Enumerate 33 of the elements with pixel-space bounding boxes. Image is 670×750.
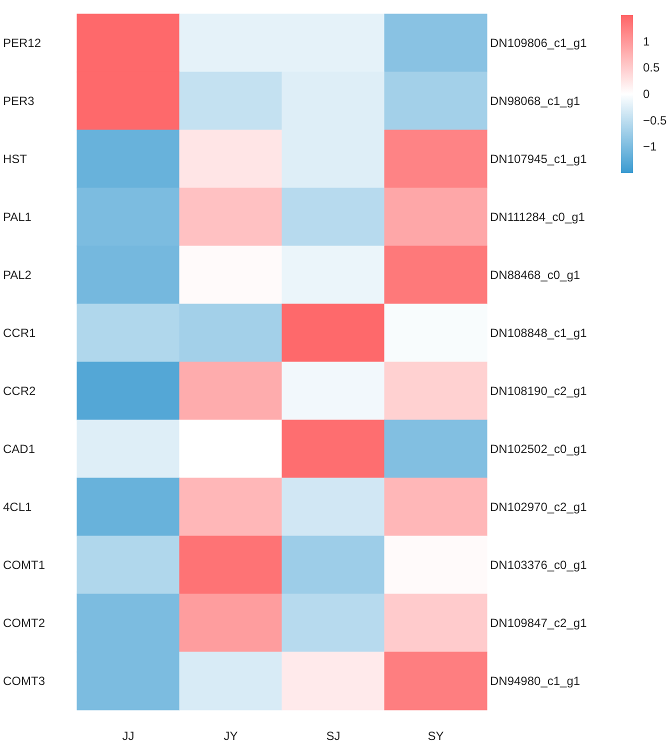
y-tick-label: COMT3: [3, 674, 46, 688]
y2-tick-label: DN103376_c0_g1: [490, 558, 588, 572]
x-tick-label: SY: [428, 729, 444, 743]
y2-tick-label: DN102970_c2_g1: [490, 500, 588, 514]
y-tick-label: HST: [3, 152, 28, 166]
y2-tick-label: DN102502_c0_g1: [490, 442, 588, 456]
y2-tick-label: DN108190_c2_g1: [490, 384, 588, 398]
y2-tick-label: DN111284_c0_g1: [490, 210, 586, 224]
y2-tick-label: DN98068_c1_g1: [490, 94, 580, 108]
y-tick-label: 4CL1: [3, 500, 32, 514]
y-tick-label: CAD1: [3, 442, 36, 456]
color-bar-label: −0.5: [643, 113, 668, 128]
color-bar-label: 1: [643, 34, 650, 48]
y-tick-label: COMT1: [3, 558, 46, 572]
color-bar-label: 0: [643, 87, 650, 101]
x-tick-label: SJ: [326, 729, 340, 743]
y-tick-label: COMT2: [3, 616, 46, 630]
y-tick-label: PAL2: [3, 268, 32, 282]
y2-tick-label: DN107945_c1_g1: [490, 152, 588, 166]
y2-tick-label: DN109847_c2_g1: [490, 616, 588, 630]
y-tick-label: PER3: [3, 94, 35, 108]
color-bar-label: 0.5: [643, 60, 660, 75]
color-bar-label: −1: [643, 140, 658, 154]
y2-tick-label: DN109806_c1_g1: [490, 36, 588, 50]
y-tick-label: CCR2: [3, 384, 36, 398]
y2-tick-label: DN88468_c0_g1: [490, 268, 580, 282]
y2-tick-label: DN108848_c1_g1: [490, 326, 588, 340]
y-tick-label: PAL1: [3, 210, 32, 224]
y-tick-label: PER12: [3, 36, 42, 50]
y-tick-label: CCR1: [3, 326, 36, 340]
y2-tick-label: DN94980_c1_g1: [490, 674, 580, 688]
x-tick-label: JJ: [122, 729, 134, 743]
x-tick-label: JY: [224, 729, 238, 743]
